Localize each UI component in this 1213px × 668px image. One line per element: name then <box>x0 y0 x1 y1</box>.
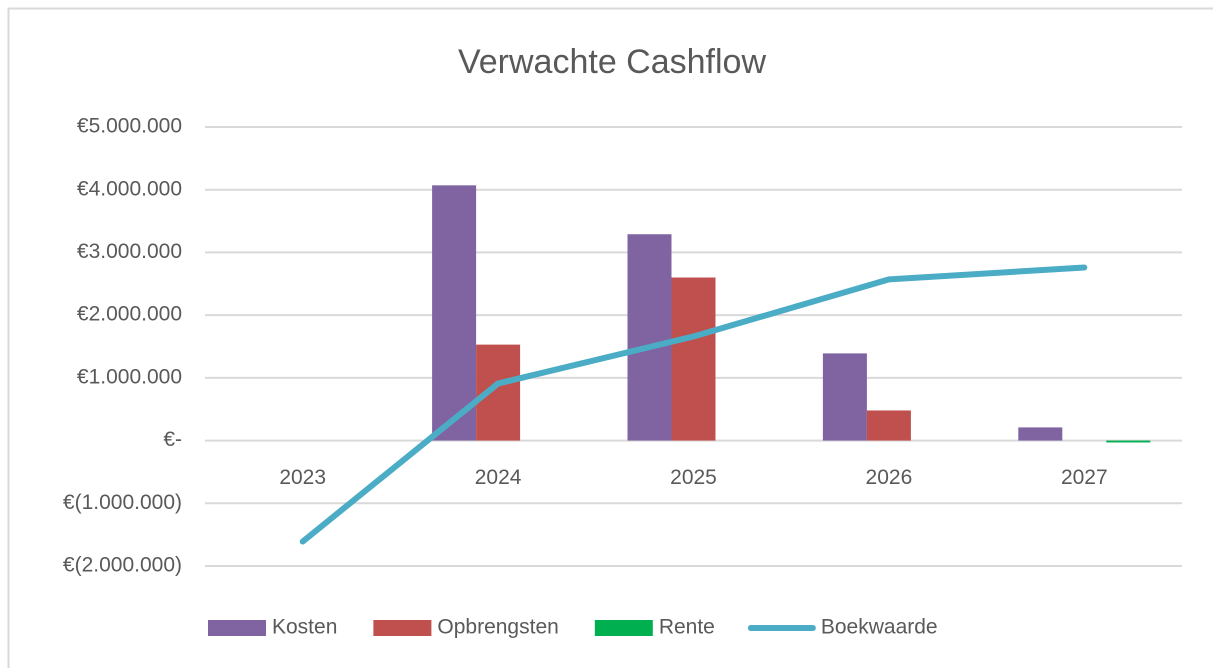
legend-label: Rente <box>659 616 715 639</box>
legend-label: Boekwaarde <box>821 616 938 639</box>
legend-swatch <box>594 620 653 636</box>
legend-swatch <box>208 620 266 636</box>
bar <box>1018 427 1063 441</box>
line <box>299 264 1088 545</box>
y-tick-label: €2.000.000 <box>77 303 182 326</box>
y-tick-label: €5.000.000 <box>77 115 182 138</box>
legend-label: Opbrengsten <box>437 616 558 639</box>
y-tick-label: €- <box>163 428 182 451</box>
y-tick-label: €3.000.000 <box>77 240 182 263</box>
bar <box>671 277 716 441</box>
bar <box>432 185 477 441</box>
legend-label: Kosten <box>272 616 337 639</box>
y-tick-label: €(2.000.000) <box>63 554 182 577</box>
chart-border <box>7 7 1213 668</box>
x-tick-label: 2027 <box>1061 466 1108 489</box>
y-tick-label: €(1.000.000) <box>63 491 182 514</box>
bar <box>1106 440 1151 443</box>
x-tick-label: 2025 <box>670 466 717 489</box>
bar <box>627 234 672 441</box>
y-tick-label: €4.000.000 <box>77 177 182 200</box>
x-tick-label: 2023 <box>279 466 326 489</box>
x-tick-label: 2024 <box>475 466 522 489</box>
y-tick-label: €1.000.000 <box>77 365 182 388</box>
bar <box>866 410 911 441</box>
chart-title: Verwachte Cashflow <box>458 43 766 81</box>
x-tick-label: 2026 <box>866 466 913 489</box>
legend-swatch <box>373 620 432 636</box>
bar <box>822 353 867 441</box>
